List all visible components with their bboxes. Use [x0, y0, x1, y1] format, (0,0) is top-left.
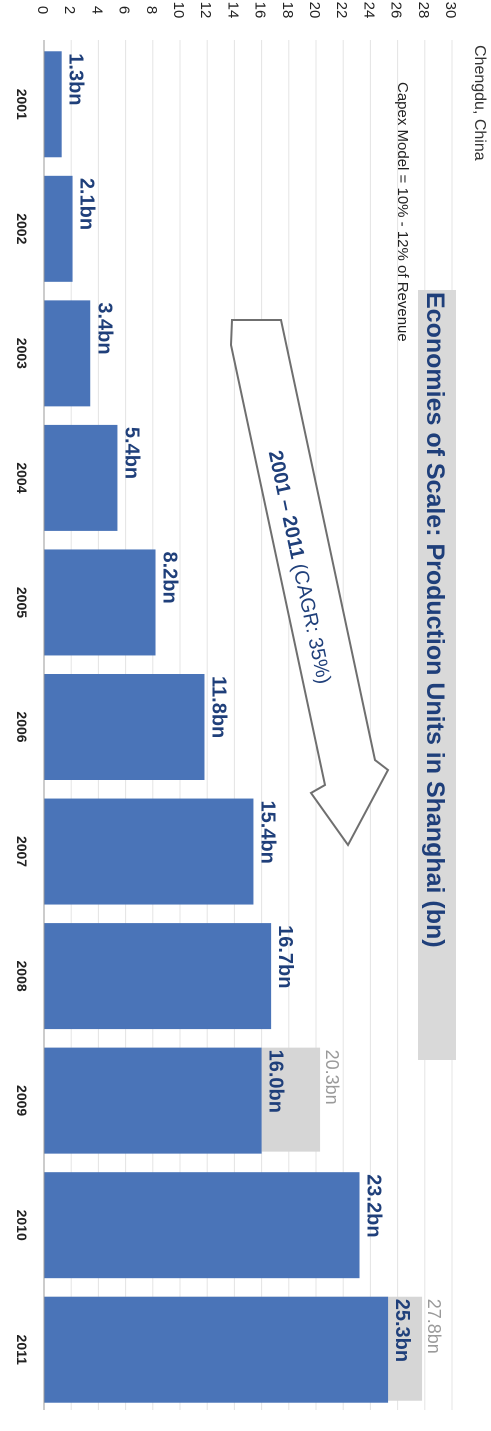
bar-value-label: 11.8bn: [207, 676, 229, 738]
y-tick-label: 12: [197, 2, 214, 19]
y-tick-label: 24: [360, 2, 377, 19]
title-background: [418, 290, 456, 1060]
bar: [44, 798, 254, 905]
chart-subtitle: Capex Model = 10% - 12% of Revenue: [394, 82, 411, 342]
bar: [44, 1172, 360, 1279]
bar-value-label: 16.0bn: [265, 1050, 287, 1113]
y-tick-label: 14: [224, 2, 241, 19]
location-text: Chengdu, China: [471, 45, 488, 161]
axes: 0 2 4 6 8 10 12 14 16 18 20 22 24 26 28 302001200220032…: [14, 2, 459, 1410]
bar-value-label: 16.7bn: [274, 925, 296, 988]
bar-value-label: 2.1bn: [76, 178, 98, 230]
y-tick-label: 26: [388, 2, 405, 19]
y-tick-label: 4: [88, 6, 105, 14]
bar: [43, 549, 156, 656]
bar-value-label: 5.4bn: [120, 427, 142, 479]
cagr-arrow-shape: [229, 319, 390, 847]
bar: [43, 175, 73, 282]
bar: [43, 300, 91, 407]
ghost-label: 20.3bn: [322, 1050, 342, 1105]
x-tick-label: 2011: [14, 1335, 30, 1366]
x-tick-label: 2003: [14, 338, 30, 369]
bar-value-label: 1.3bn: [65, 53, 87, 105]
bar: [44, 1296, 389, 1403]
x-tick-label: 2009: [14, 1085, 30, 1116]
x-tick-label: 2002: [14, 213, 30, 244]
x-tick-label: 2010: [14, 1210, 30, 1241]
y-tick-label: 28: [415, 2, 432, 19]
bar-value-label: 8.2bn: [159, 551, 181, 603]
y-tick-label: 20: [306, 2, 323, 19]
y-tick-label: 30: [442, 2, 459, 19]
bar-value-label: 3.4bn: [93, 302, 115, 354]
y-tick-label: 2: [61, 6, 78, 14]
data-labels: 1.3bn 2.1bn 3.4bn 5.4bn 8.2bn 11.8bn 15.4bn 16.…: [65, 53, 444, 1362]
y-tick-label: 6: [116, 6, 133, 14]
y-tick-label: 8: [143, 6, 160, 14]
bars: [43, 51, 389, 1403]
chart-title: Economies of Scale: Production Units in …: [421, 292, 449, 948]
bar: [44, 923, 272, 1030]
cagr-arrow: 2001 – 2011 (CAGR: 35%): [229, 319, 390, 847]
x-tick-label: 2007: [14, 836, 30, 867]
y-tick-label: 18: [279, 2, 296, 19]
bar-value-label: 15.4bn: [256, 801, 278, 864]
y-tick-label: 16: [252, 2, 269, 19]
bar-value-label: 25.3bn: [391, 1299, 413, 1362]
ghost-label: 27.8bn: [424, 1299, 444, 1354]
bar: [44, 1047, 262, 1154]
y-tick-label: 22: [333, 2, 350, 19]
bar: [44, 674, 205, 780]
x-tick-label: 2004: [14, 462, 30, 493]
y-tick-label: 10: [170, 2, 187, 19]
y-tick-label: 0: [34, 6, 51, 14]
x-tick-label: 2008: [14, 961, 30, 992]
bar-value-label: 23.2bn: [363, 1174, 385, 1237]
x-tick-label: 2006: [14, 711, 30, 742]
bar: [44, 424, 118, 531]
x-tick-label: 2001: [14, 89, 30, 120]
x-tick-label: 2005: [14, 587, 30, 618]
bar: [43, 51, 62, 158]
